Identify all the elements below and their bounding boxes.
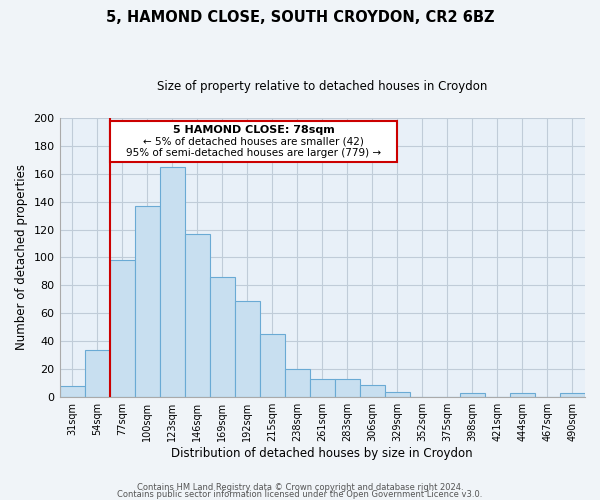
Bar [385,392,410,397]
Bar [85,350,110,397]
Bar [310,379,335,397]
Bar [185,234,209,397]
Text: ← 5% of detached houses are smaller (42): ← 5% of detached houses are smaller (42) [143,136,364,146]
Bar [560,393,585,397]
Text: 95% of semi-detached houses are larger (779) →: 95% of semi-detached houses are larger (… [126,148,381,158]
Bar [460,393,485,397]
Bar [110,260,134,397]
Bar [285,370,310,397]
Bar [360,384,385,397]
Bar [160,166,185,397]
Text: 5, HAMOND CLOSE, SOUTH CROYDON, CR2 6BZ: 5, HAMOND CLOSE, SOUTH CROYDON, CR2 6BZ [106,10,494,25]
Title: Size of property relative to detached houses in Croydon: Size of property relative to detached ho… [157,80,487,93]
Text: 5 HAMOND CLOSE: 78sqm: 5 HAMOND CLOSE: 78sqm [173,125,334,135]
Text: Contains public sector information licensed under the Open Government Licence v3: Contains public sector information licen… [118,490,482,499]
Bar [134,206,160,397]
Bar [209,277,235,397]
Y-axis label: Number of detached properties: Number of detached properties [15,164,28,350]
Bar [235,301,260,397]
Bar [510,393,535,397]
Text: Contains HM Land Registry data © Crown copyright and database right 2024.: Contains HM Land Registry data © Crown c… [137,484,463,492]
Bar [59,386,85,397]
FancyBboxPatch shape [110,120,397,162]
Bar [260,334,285,397]
X-axis label: Distribution of detached houses by size in Croydon: Distribution of detached houses by size … [172,447,473,460]
Bar [335,379,360,397]
